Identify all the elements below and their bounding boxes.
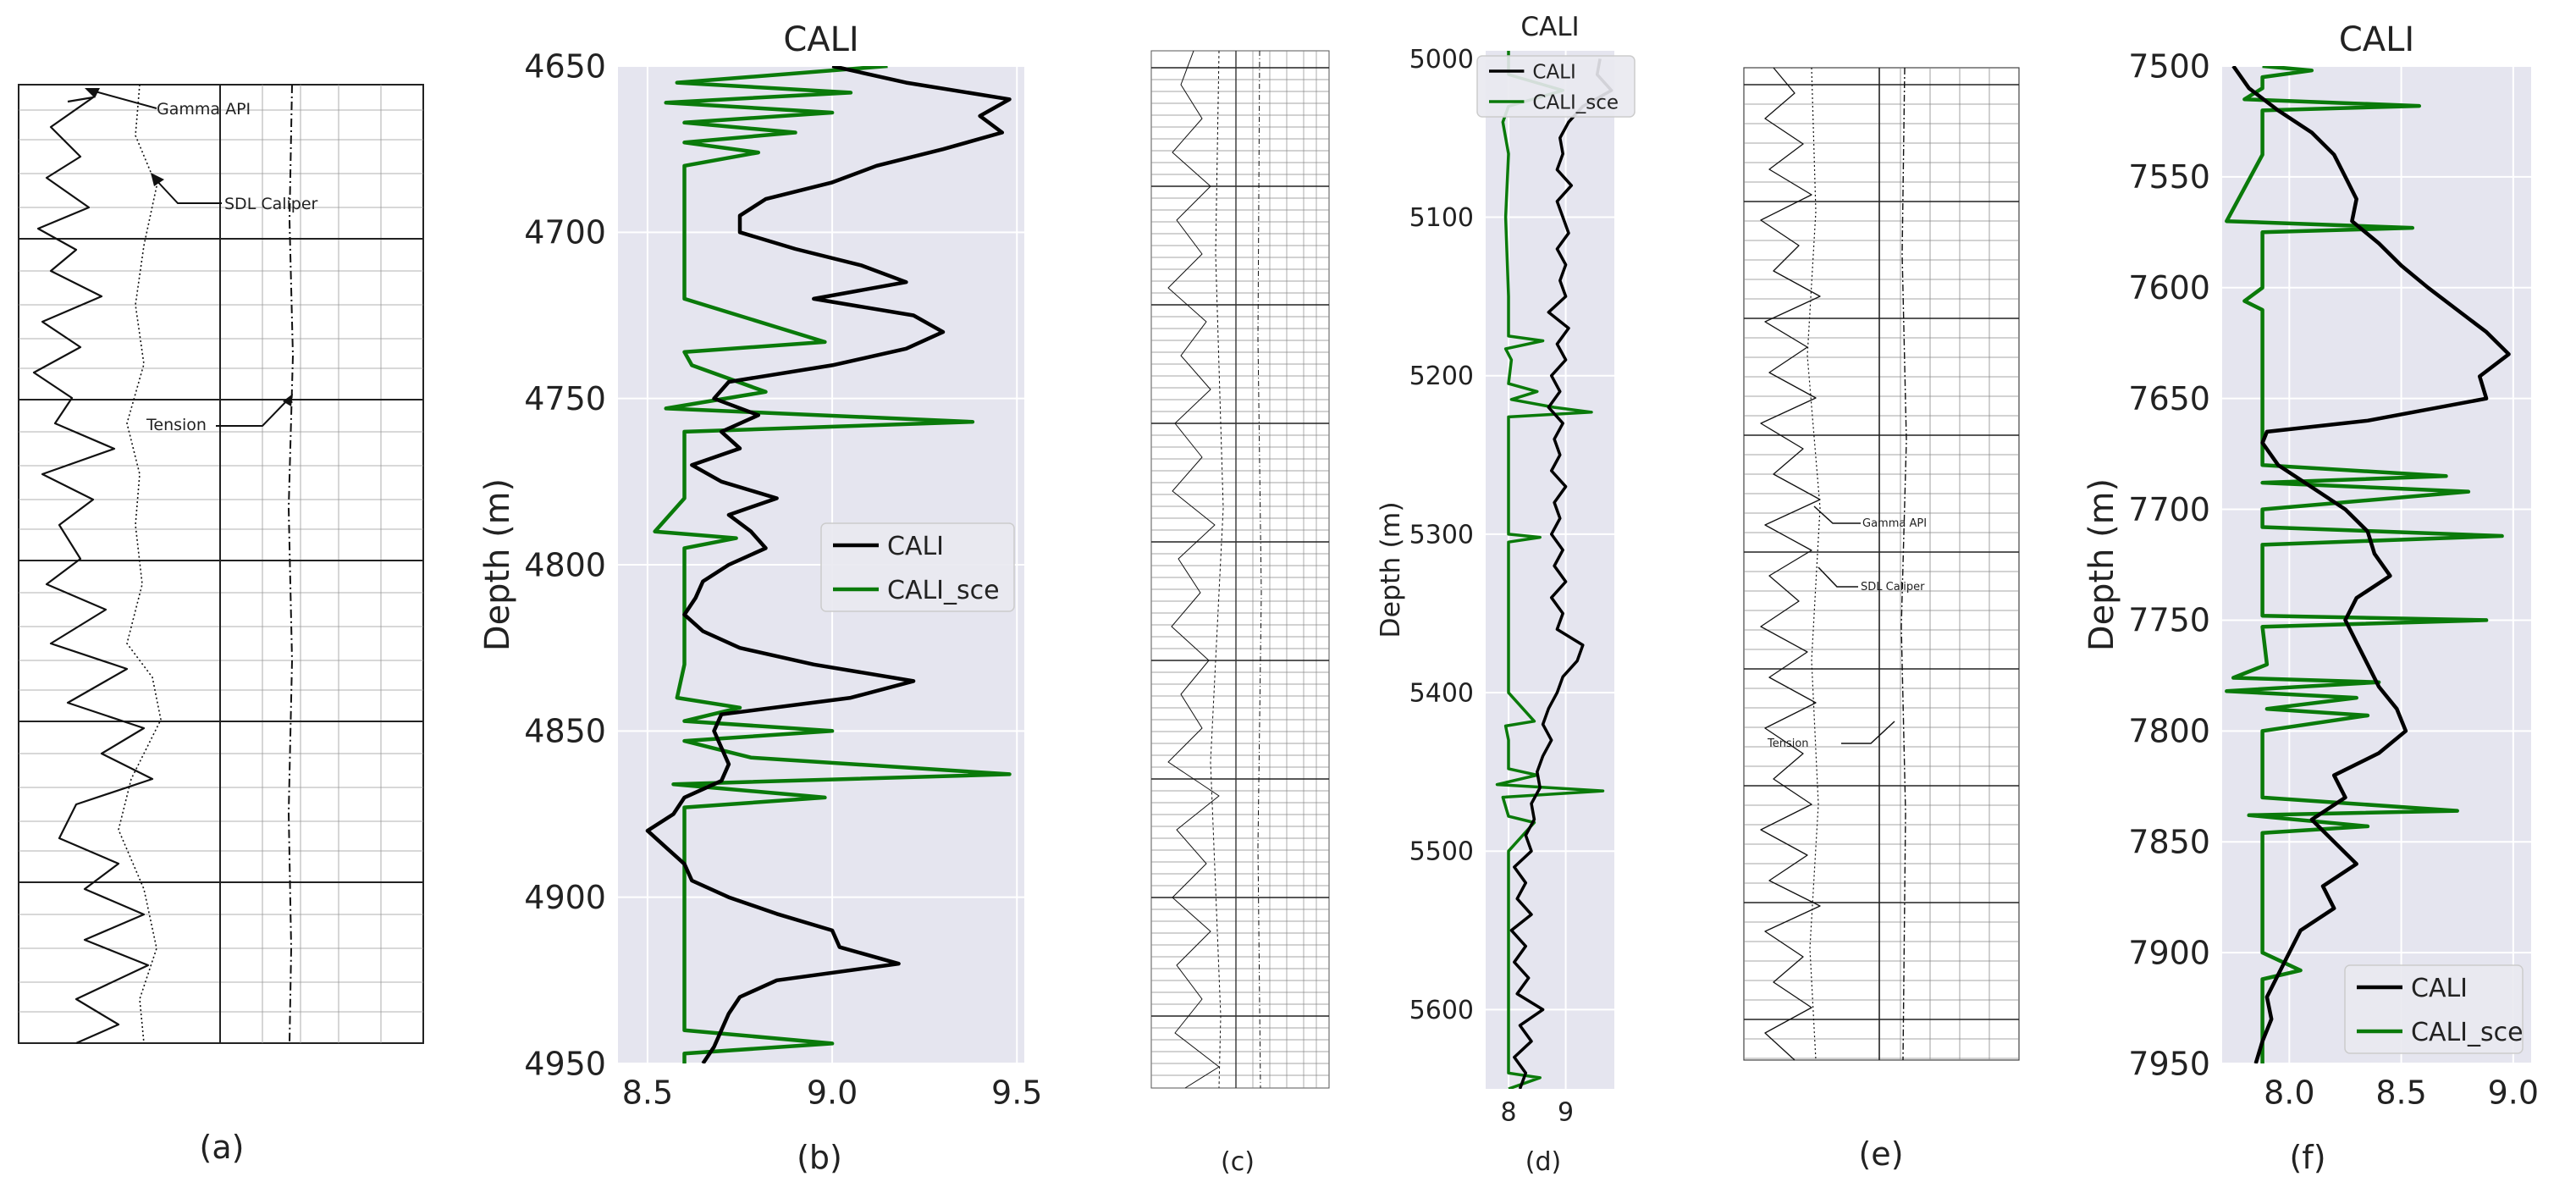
- series-group: [645, 66, 1012, 1063]
- panel-label-d: (d): [1525, 1147, 1561, 1177]
- series-group: [1495, 51, 1613, 1089]
- series-group: [2225, 66, 2511, 1063]
- scan-e-caliper-trace: [1807, 67, 1821, 1061]
- x-tick-label: 8.5: [2375, 1074, 2426, 1112]
- y-tick-label: 7600: [2128, 269, 2210, 307]
- annotation-gamma-api: Gamma API: [157, 100, 251, 119]
- annotation-tension-e: Tension: [1767, 737, 1809, 750]
- legend: CALI CALI_sce: [2344, 964, 2524, 1054]
- y-axis-label: Depth (m): [1376, 501, 1406, 638]
- panel-label-e: (e): [1858, 1135, 1903, 1173]
- scan-a-tension-trace: [288, 84, 294, 1044]
- panel-label-c: (c): [1221, 1147, 1255, 1177]
- scan-a-caliper-trace: [118, 84, 162, 1044]
- scan-panel-c: [1150, 50, 1330, 1089]
- y-tick-label: 5500: [1409, 837, 1474, 867]
- legend-label: CALI_sce: [2411, 1018, 2524, 1047]
- x-tick-label: 9: [1558, 1098, 1574, 1128]
- y-axis-label: Depth (m): [478, 478, 517, 651]
- x-tick-label: 9.5: [991, 1074, 1042, 1112]
- legend: CALI CALI_sce: [820, 522, 1015, 612]
- chart-title: CALI: [1520, 12, 1579, 42]
- scan-e-gamma-trace: [1760, 67, 1821, 1061]
- y-tick-label: 7750: [2128, 602, 2210, 639]
- annotation-tension: Tension: [146, 416, 207, 434]
- scan-c-caliper-trace: [1210, 50, 1224, 1089]
- x-tick-label: 8: [1500, 1098, 1516, 1128]
- y-tick-label: 7800: [2128, 713, 2210, 750]
- y-axis-label: Depth (m): [2082, 478, 2121, 651]
- y-tick-label: 5400: [1409, 679, 1474, 709]
- scan-a-gamma-trace: [32, 96, 154, 1045]
- y-tick-label: 7950: [2128, 1045, 2210, 1082]
- y-tick-label: 4950: [524, 1045, 606, 1082]
- panel-label-f: (f): [2289, 1139, 2325, 1176]
- legend-label: CALI: [887, 532, 944, 561]
- y-tick-label: 4900: [524, 879, 606, 916]
- scan-a-annotations: Gamma API SDL Caliper Tension: [85, 88, 318, 434]
- scan-panel-a: Gamma API SDL Caliper Tension: [18, 84, 424, 1045]
- annotation-sdl-caliper-e: SDL Caliper: [1861, 581, 1925, 594]
- chart-panel-b: 4650 4700 4750 4800 4850 4900 4950 8.5 9.0 9.5 CAL…: [478, 20, 1043, 1112]
- series-line-cali-sce: [2225, 66, 2504, 1063]
- scan-c-grid: [1151, 51, 1329, 1088]
- scan-panel-e: Gamma API SDL Caliper Tension: [1743, 67, 2020, 1061]
- scan-e-grid: [1744, 68, 2019, 1060]
- panel-labels: (a) (b) (c) (d) (e) (f): [200, 1129, 2326, 1177]
- legend: CALI CALI_sce: [1476, 55, 1636, 118]
- y-tick-label: 4700: [524, 214, 606, 251]
- series-line-cali: [2231, 66, 2511, 1063]
- scan-e-annotations: Gamma API SDL Caliper Tension: [1767, 505, 1927, 750]
- series-line-cali-sce: [653, 66, 1012, 1063]
- y-tick-label: 5600: [1409, 996, 1474, 1025]
- scan-e-tension-trace: [1900, 67, 1907, 1061]
- y-tick-label: 4750: [524, 380, 606, 417]
- x-tick-label: 8.0: [2264, 1074, 2314, 1112]
- chart-title: CALI: [2339, 20, 2414, 59]
- y-tick-label: 7650: [2128, 380, 2210, 417]
- panel-label-b: (b): [797, 1139, 842, 1176]
- x-tick-label: 9.0: [807, 1074, 858, 1112]
- series-line-cali: [645, 66, 1012, 1063]
- y-tick-label: 7700: [2128, 491, 2210, 528]
- y-tick-label: 5300: [1409, 520, 1474, 550]
- chart-panel-d: 5000 5100 5200 5300 5400 5500 5600 8 9 CALI Depth …: [1376, 12, 1636, 1128]
- scan-c-gamma-trace: [1167, 50, 1220, 1089]
- legend-label: CALI_sce: [887, 576, 1000, 605]
- y-tick-label: 7850: [2128, 824, 2210, 861]
- y-tick-label: 4650: [524, 47, 606, 85]
- annotation-sdl-caliper: SDL Caliper: [224, 195, 318, 213]
- series-line-cali: [1509, 58, 1613, 1089]
- scan-a-major-grid: [19, 85, 423, 1043]
- y-tick-label: 5200: [1409, 362, 1474, 391]
- y-tick-label: 7900: [2128, 934, 2210, 971]
- x-tick-label: 8.5: [622, 1074, 673, 1112]
- y-tick-label: 5100: [1409, 203, 1474, 233]
- legend-label: CALI: [2411, 974, 2468, 1003]
- panel-label-a: (a): [200, 1129, 245, 1166]
- annotation-gamma-api-e: Gamma API: [1862, 517, 1927, 530]
- legend-label: CALI: [1532, 61, 1575, 83]
- chart-title: CALI: [783, 20, 858, 59]
- x-tick-label: 9.0: [2488, 1074, 2539, 1112]
- plot-area: [2222, 66, 2531, 1063]
- y-tick-label: 7550: [2128, 158, 2210, 196]
- y-tick-label: 5000: [1409, 45, 1474, 75]
- scan-c-tension-trace: [1257, 50, 1262, 1089]
- y-tick-label: 4850: [524, 713, 606, 750]
- legend-label: CALI_sce: [1532, 91, 1619, 113]
- y-tick-label: 4800: [524, 546, 606, 583]
- series-line-cali-sce: [1495, 51, 1605, 1089]
- y-tick-label: 7500: [2128, 47, 2210, 85]
- chart-panel-f: 7500 7550 7600 7650 7700 7750 7800 7850 7900 7950…: [2082, 20, 2539, 1112]
